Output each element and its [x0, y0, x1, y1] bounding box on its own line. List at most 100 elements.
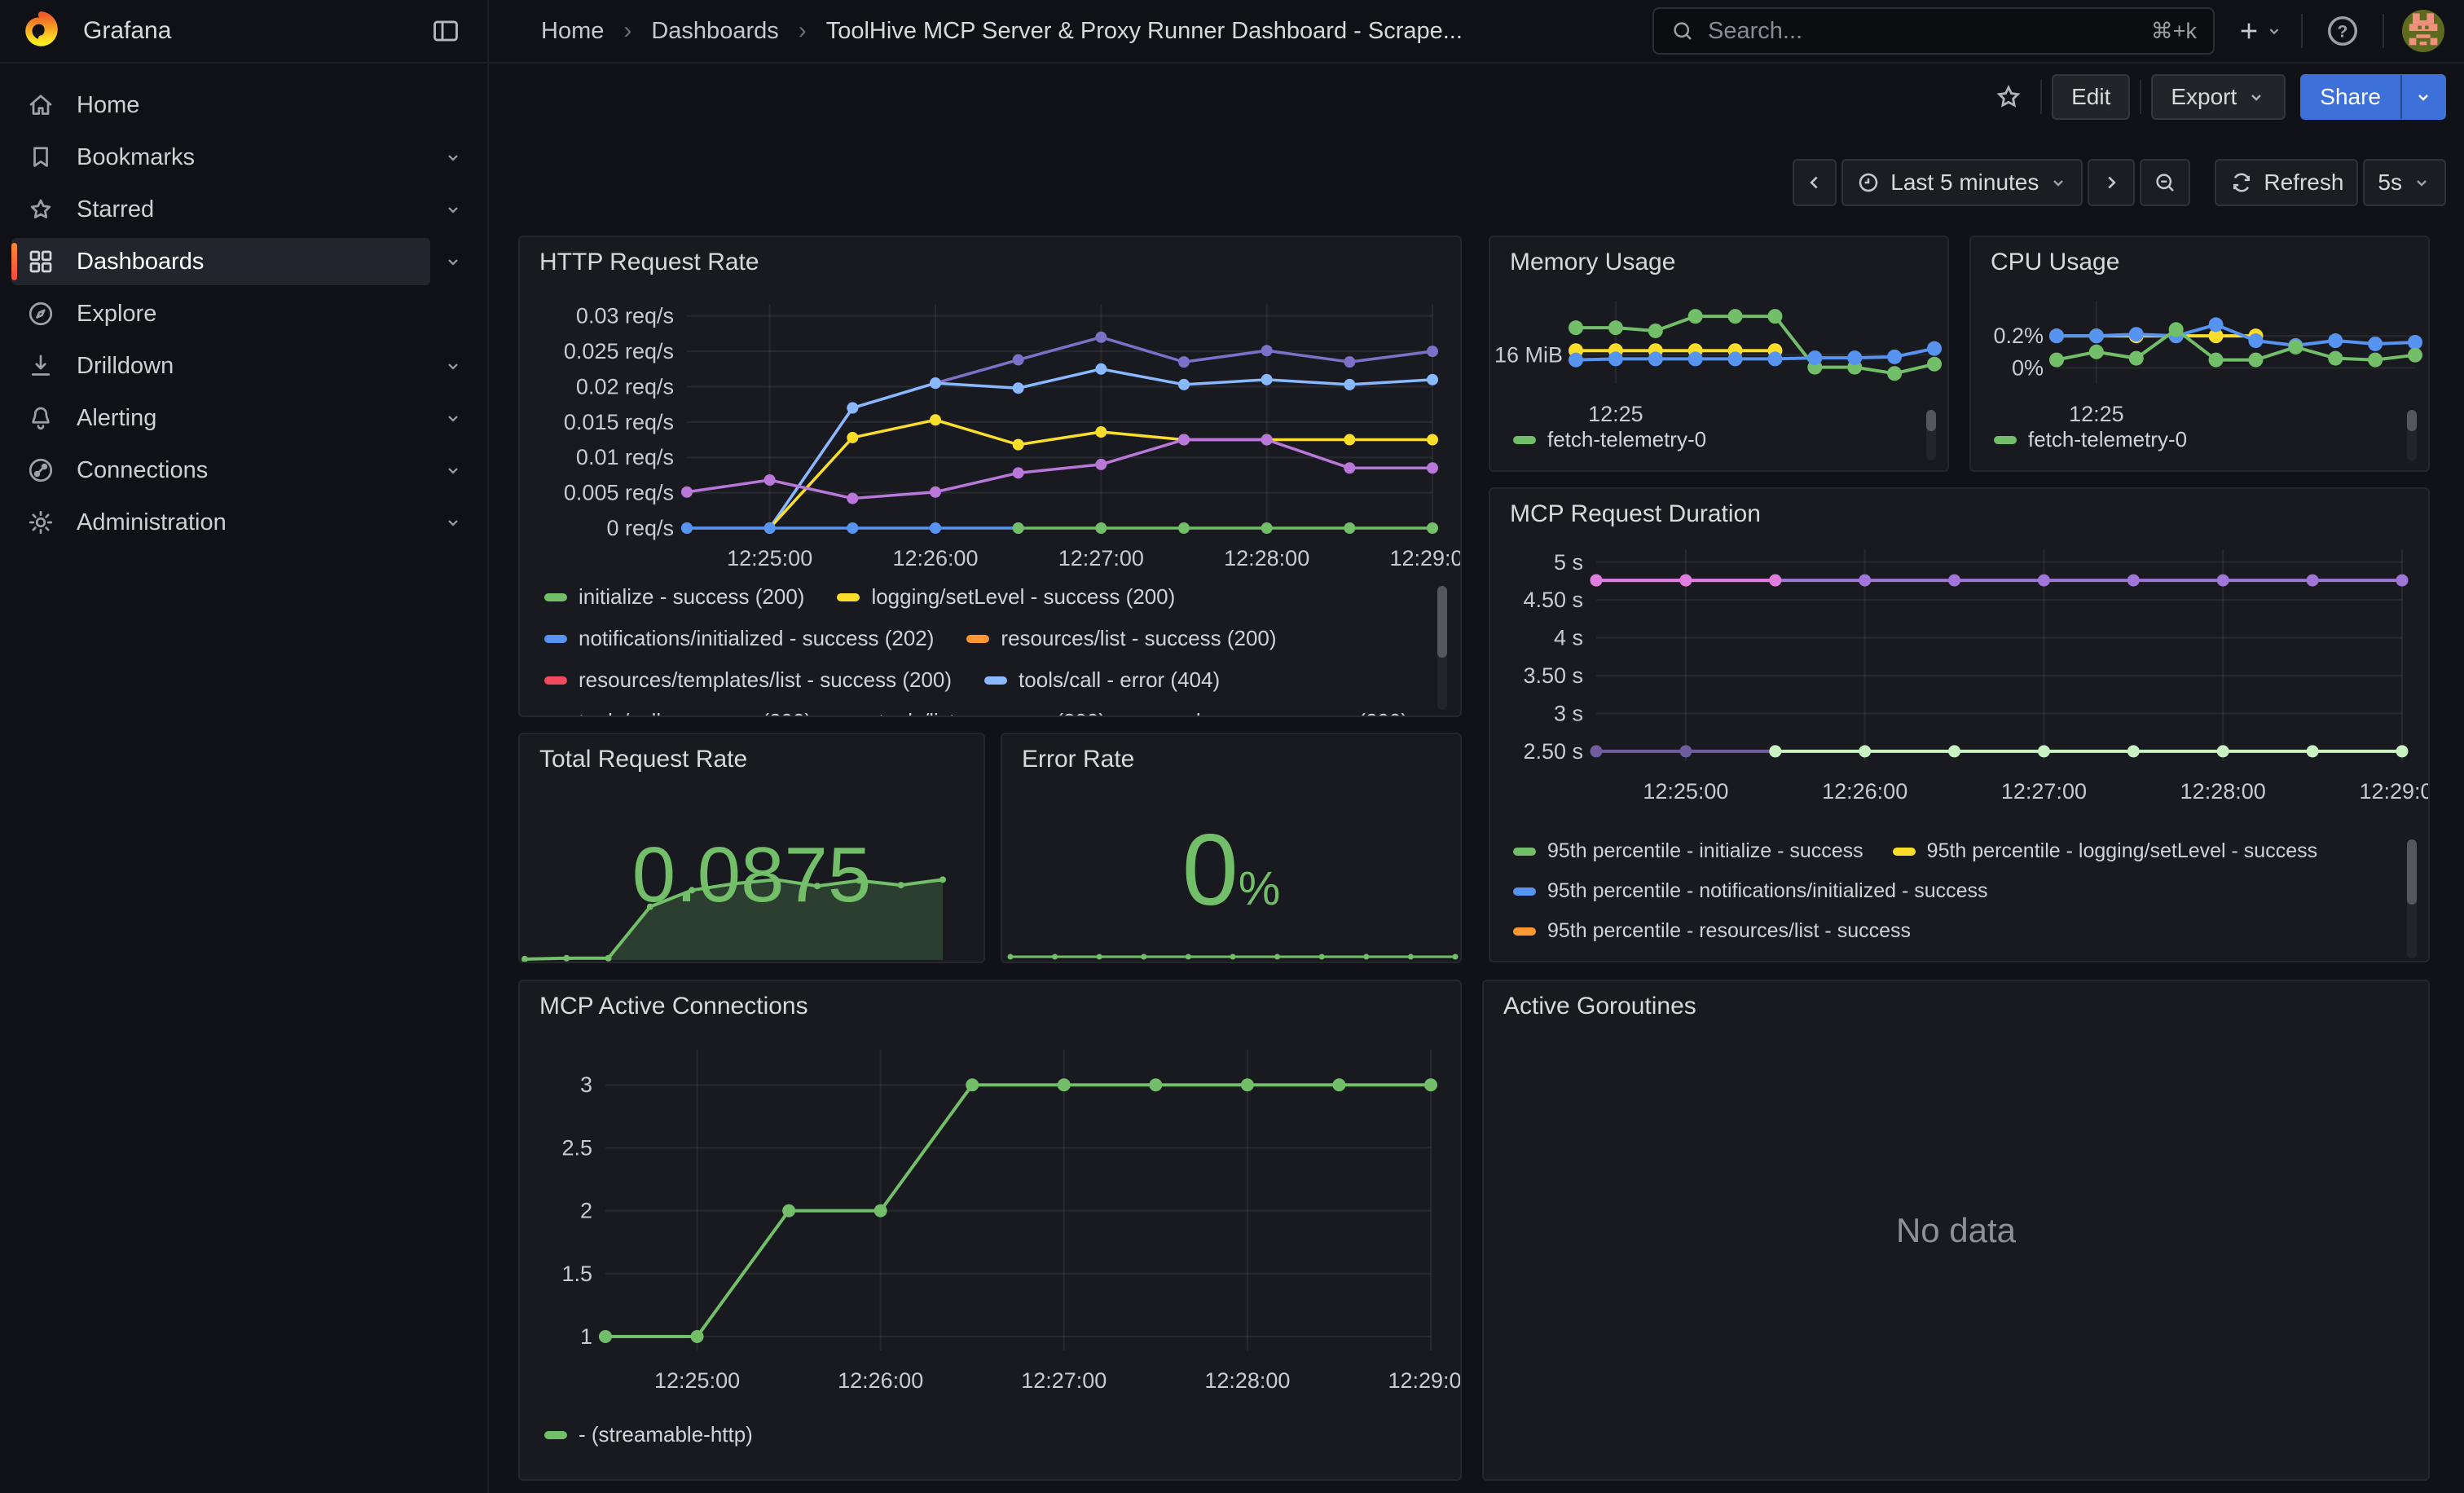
legend-item[interactable]: notifications/initialized - success (202…: [544, 625, 934, 652]
expand-chevron-icon[interactable]: [430, 395, 476, 441]
home-icon: [26, 90, 55, 120]
legend-item[interactable]: tools/call - error (404): [984, 667, 1220, 694]
sidebar-toggle-button[interactable]: [427, 12, 464, 50]
brand-title: Grafana: [83, 17, 427, 45]
expand-chevron-icon[interactable]: [430, 239, 476, 284]
sidebar-item-administration[interactable]: Administration: [11, 499, 476, 546]
sidebar-item-home[interactable]: Home: [11, 81, 476, 129]
legend-item[interactable]: 95th percentile - logging/setLevel - suc…: [1893, 838, 2317, 865]
sidebar-item-connections[interactable]: Connections: [11, 447, 476, 494]
legend-color-chip: [1994, 436, 2017, 444]
svg-text:12:25: 12:25: [2069, 402, 2124, 425]
legend-item[interactable]: resources/list - success (200): [966, 625, 1276, 652]
legend-item[interactable]: tools/call - success (200): [544, 708, 812, 716]
mcp-active-connections-chart: 11.522.5312:25:0012:26:0012:27:0012:28:0…: [520, 1038, 1462, 1446]
sidebar-item-drilldown[interactable]: Drilldown: [11, 342, 476, 390]
refresh-label: Refresh: [2264, 170, 2343, 196]
refresh-interval-picker[interactable]: 5s: [2363, 159, 2446, 206]
plus-icon: [2236, 18, 2262, 44]
sidebar-item-dashboards[interactable]: Dashboards: [11, 238, 476, 285]
panel-title[interactable]: CPU Usage: [1991, 249, 2119, 276]
refresh-icon: [2229, 170, 2254, 195]
expand-chevron-icon[interactable]: [430, 447, 476, 493]
legend-label: fetch-telemetry-0: [1547, 427, 1706, 452]
bookmark-icon: [26, 143, 55, 172]
time-shift-back-button[interactable]: [1793, 159, 1837, 206]
legend-scrollbar[interactable]: [1437, 586, 1447, 710]
share-button[interactable]: Share: [2300, 74, 2400, 120]
panel-title[interactable]: MCP Request Duration: [1510, 500, 1761, 528]
expand-chevron-icon[interactable]: [430, 187, 476, 232]
legend-item[interactable]: - (streamable-http): [544, 1421, 753, 1448]
time-shift-forward-button[interactable]: [2088, 159, 2135, 206]
sidebar-item-label: Explore: [77, 301, 156, 328]
breadcrumb-item[interactable]: Dashboards: [651, 18, 778, 45]
legend-scrollbar[interactable]: [1926, 410, 1936, 460]
compass-icon: [26, 299, 55, 328]
panel-legend: fetch-telemetry-0: [1513, 426, 1706, 453]
zoom-out-icon: [2153, 170, 2177, 195]
zoom-out-button[interactable]: [2140, 159, 2190, 206]
sidebar-item-bookmarks[interactable]: Bookmarks: [11, 134, 476, 181]
search-input[interactable]: Search... ⌘+k: [1652, 7, 2215, 55]
export-button[interactable]: Export: [2151, 74, 2286, 120]
svg-text:1.5: 1.5: [561, 1262, 592, 1286]
refresh-button[interactable]: Refresh: [2215, 159, 2358, 206]
sidebar-item-label: Connections: [77, 457, 208, 484]
panel-mcp-request-duration: MCP Request Duration 2.50 s3 s3.50 s4 s4…: [1489, 487, 2430, 962]
gear-icon: [26, 508, 55, 537]
svg-text:0.025 req/s: 0.025 req/s: [564, 339, 674, 363]
legend-label: tools/call - error (404): [1019, 667, 1220, 693]
legend-item[interactable]: fetch-telemetry-0: [1994, 426, 2187, 453]
expand-chevron-icon[interactable]: [430, 500, 476, 545]
legend-item[interactable]: 95th percentile - resources/list - succe…: [1513, 918, 1911, 945]
legend-item[interactable]: initialize - success (200): [544, 584, 804, 610]
panel-title[interactable]: Active Goroutines: [1503, 993, 1696, 1020]
user-avatar[interactable]: [2402, 10, 2444, 52]
svg-text:2.5: 2.5: [561, 1135, 592, 1160]
legend-label: 95th percentile - resources/list - succe…: [1547, 919, 1911, 943]
legend-item[interactable]: 95th percentile - initialize - success: [1513, 838, 1863, 865]
sidebar-item-alerting[interactable]: Alerting: [11, 394, 476, 442]
sidebar-item-explore[interactable]: Explore: [11, 290, 476, 337]
angle-left-icon: [1804, 172, 1825, 193]
svg-text:0.015 req/s: 0.015 req/s: [564, 410, 674, 434]
legend-item[interactable]: fetch-telemetry-0: [1513, 426, 1706, 453]
expand-chevron-icon[interactable]: [430, 134, 476, 180]
chevron-down-icon: [2412, 173, 2431, 192]
clock-icon: [1856, 170, 1881, 195]
legend-item[interactable]: logging/setLevel - success (200): [837, 584, 1175, 610]
svg-text:12:29:00: 12:29:00: [1389, 546, 1462, 570]
legend-item[interactable]: 95th percentile - resources/templates/li…: [1513, 958, 2004, 960]
edit-button[interactable]: Edit: [2052, 74, 2130, 120]
breadcrumb-item[interactable]: ToolHive MCP Server & Proxy Runner Dashb…: [826, 18, 1463, 45]
legend-item[interactable]: tools/list - success (200): [844, 708, 1106, 716]
legend-color-chip: [837, 593, 860, 601]
svg-text:4.50 s: 4.50 s: [1523, 588, 1583, 612]
help-button[interactable]: ?: [2321, 9, 2365, 53]
expand-chevron-icon[interactable]: [430, 343, 476, 389]
legend-item[interactable]: 95th percentile - notifications/initiali…: [1513, 878, 1988, 905]
panel-legend: initialize - success (200) logging/setLev…: [544, 584, 1421, 716]
legend-label: initialize - success (200): [579, 584, 804, 610]
legend-label: resources/templates/list - success (200): [579, 667, 952, 693]
legend-item[interactable]: resources/templates/list - success (200): [544, 667, 952, 694]
panel-title[interactable]: MCP Active Connections: [539, 993, 808, 1020]
share-menu-button[interactable]: [2400, 74, 2446, 120]
breadcrumb-item[interactable]: Home: [541, 18, 604, 45]
time-range-picker[interactable]: Last 5 minutes: [1841, 159, 2083, 206]
search-shortcut: ⌘+k: [2151, 19, 2197, 44]
search-icon: [1670, 19, 1695, 43]
svg-text:0.2%: 0.2%: [1993, 324, 2044, 348]
breadcrumb: Home›Dashboards›ToolHive MCP Server & Pr…: [541, 17, 1463, 45]
legend-scrollbar[interactable]: [2407, 839, 2417, 958]
panel-title[interactable]: Memory Usage: [1510, 249, 1675, 276]
svg-text:12:28:00: 12:28:00: [1204, 1368, 1290, 1393]
share-split-button: Share: [2300, 74, 2446, 120]
legend-scrollbar[interactable]: [2407, 410, 2417, 460]
panel-title[interactable]: HTTP Request Rate: [539, 249, 759, 276]
sidebar-item-starred[interactable]: Starred: [11, 186, 476, 233]
add-button[interactable]: [2236, 9, 2283, 53]
favorite-button[interactable]: [1987, 75, 2031, 119]
legend-item[interactable]: unknown - success (200): [1138, 708, 1408, 716]
